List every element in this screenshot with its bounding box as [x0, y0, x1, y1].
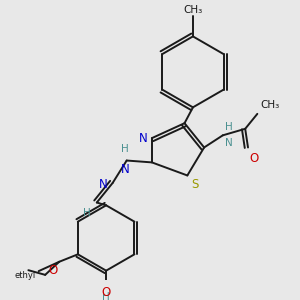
Text: ethyl: ethyl: [15, 271, 36, 280]
Text: O: O: [250, 152, 259, 165]
Text: H: H: [102, 292, 110, 300]
Text: N: N: [99, 178, 108, 191]
Text: H: H: [121, 144, 129, 154]
Text: N: N: [225, 138, 232, 148]
Text: CH₃: CH₃: [260, 100, 279, 110]
Text: O: O: [101, 286, 111, 298]
Text: H: H: [225, 122, 232, 132]
Text: O: O: [48, 264, 57, 277]
Text: N: N: [139, 132, 147, 145]
Text: N: N: [120, 163, 129, 176]
Text: CH₃: CH₃: [183, 5, 202, 15]
Text: S: S: [191, 178, 198, 191]
Text: H: H: [83, 208, 91, 218]
